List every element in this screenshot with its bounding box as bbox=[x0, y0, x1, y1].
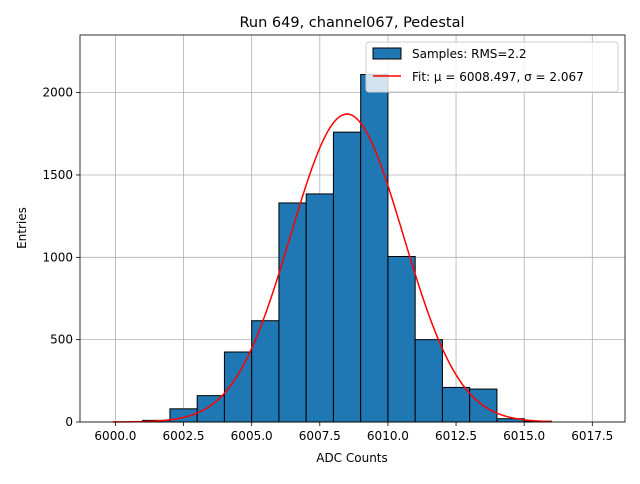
histogram-bar bbox=[414, 339, 443, 423]
legend-histogram-label: Samples: RMS=2.2 bbox=[412, 47, 527, 61]
y-tick-label: 1000 bbox=[42, 250, 73, 264]
histogram-bar bbox=[305, 193, 334, 423]
x-tick-label: 6002.5 bbox=[163, 429, 205, 443]
histogram-bar bbox=[332, 131, 362, 423]
histogram-bars bbox=[142, 74, 552, 423]
x-tick-label: 6007.5 bbox=[299, 429, 341, 443]
x-tick-label: 6010.0 bbox=[367, 429, 409, 443]
legend-histogram-swatch bbox=[372, 47, 402, 60]
x-tick-label: 6017.5 bbox=[571, 429, 613, 443]
y-tick-label: 500 bbox=[50, 333, 73, 347]
legend-fit-label: Fit: μ = 6008.497, σ = 2.067 bbox=[412, 70, 584, 84]
x-tick-label: 6005.0 bbox=[231, 429, 273, 443]
histogram-bar bbox=[223, 351, 253, 423]
histogram-bar bbox=[278, 202, 307, 423]
legend: Samples: RMS=2.2 Fit: μ = 6008.497, σ = … bbox=[365, 41, 619, 93]
legend-box bbox=[365, 41, 619, 93]
y-axis-ticks: 0 500 1000 1500 2000 bbox=[42, 86, 80, 429]
x-tick-label: 6015.0 bbox=[503, 429, 545, 443]
plot-frame bbox=[79, 34, 626, 423]
x-axis-ticks: 6000.0 6002.5 6005.0 6007.5 6010.0 6012.5 6015… bbox=[94, 422, 613, 443]
histogram-bar bbox=[360, 74, 389, 423]
y-tick-label: 2000 bbox=[42, 86, 73, 100]
histogram-bar bbox=[196, 395, 225, 423]
histogram-bar bbox=[441, 386, 471, 423]
x-tick-label: 6012.5 bbox=[435, 429, 477, 443]
histogram-bar bbox=[387, 255, 416, 423]
histogram-bar bbox=[251, 320, 280, 423]
chart-title: Run 649, channel067, Pedestal bbox=[239, 15, 464, 31]
y-tick-label: 0 bbox=[65, 415, 73, 429]
y-axis-label: Entries bbox=[15, 207, 29, 249]
x-axis-label: ADC Counts bbox=[316, 451, 388, 465]
fit-curve bbox=[112, 113, 552, 423]
y-tick-label: 1500 bbox=[42, 168, 73, 182]
x-tick-label: 6000.0 bbox=[94, 429, 136, 443]
